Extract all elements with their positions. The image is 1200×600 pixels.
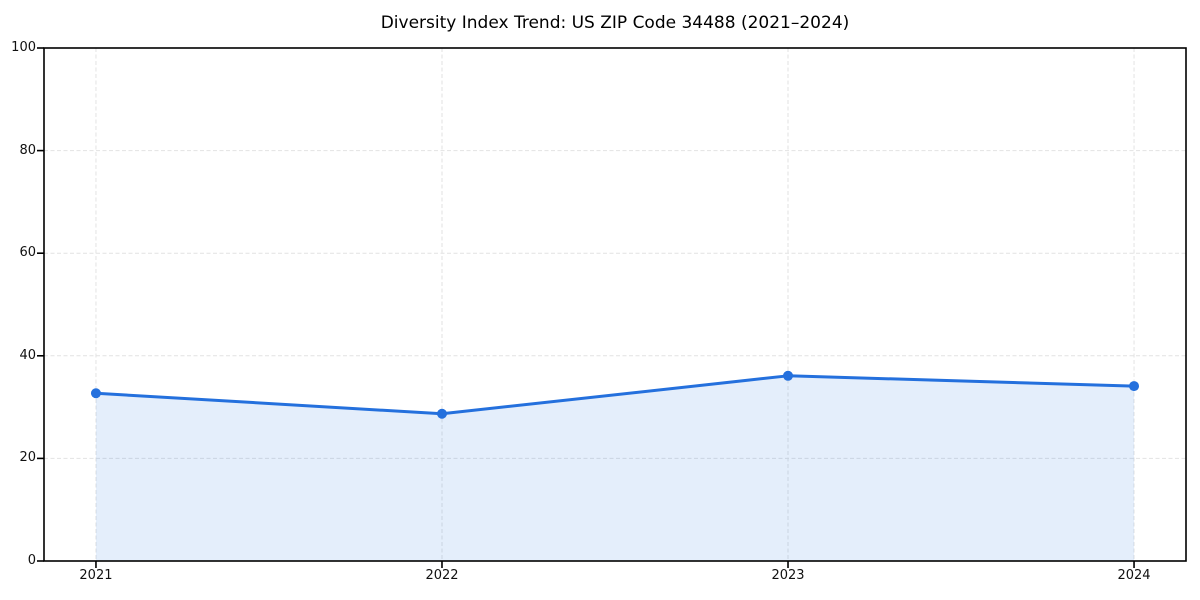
y-tick-label-20: 20	[19, 450, 36, 466]
y-tick-label-60: 60	[19, 245, 36, 261]
x-tick-label-2022: 2022	[425, 568, 459, 583]
plot-border	[43, 47, 1187, 562]
x-tick-label-2024: 2024	[1117, 568, 1151, 583]
area-fill	[95, 375, 1135, 561]
x-tick-label-2023: 2023	[771, 568, 805, 583]
trend-line	[94, 374, 1136, 416]
y-tick-label-80: 80	[19, 142, 36, 158]
x-tick-label-2021: 2021	[79, 568, 113, 583]
y-tick-label-100: 100	[11, 40, 36, 55]
x-axis: 2021 2022 2023 2024	[0, 567, 1200, 589]
data-point-2023	[783, 370, 794, 381]
y-tick-label-40: 40	[19, 347, 36, 363]
y-tick-label-0: 0	[27, 553, 36, 568]
data-point-2022	[436, 408, 447, 419]
chart-title: Diversity Index Trend: US ZIP Code 34488…	[380, 13, 850, 33]
data-point-2021	[90, 388, 101, 399]
data-point-2024	[1129, 381, 1140, 392]
y-axis: 0 20 40 60 80 100	[0, 0, 36, 600]
